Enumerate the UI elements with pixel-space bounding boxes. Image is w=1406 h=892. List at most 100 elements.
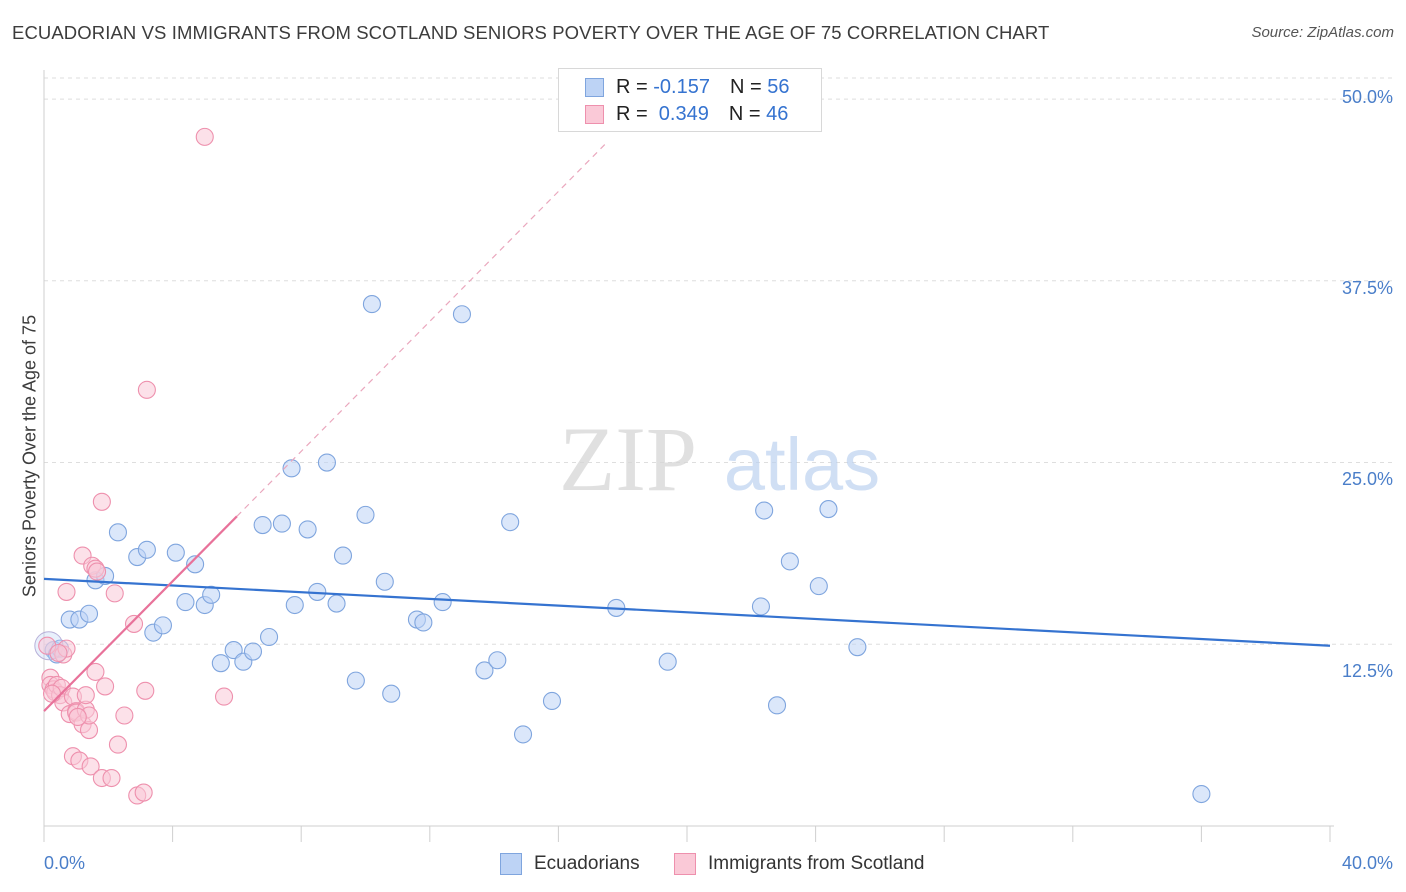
legend-r-label: R = (616, 102, 648, 125)
point-ecuadorians (327, 594, 346, 613)
point-ecuadorians (211, 654, 230, 673)
point-ecuadorians (202, 585, 221, 604)
point-ecuadorians (108, 523, 127, 542)
point-scotland (76, 686, 95, 705)
point-ecuadorians (224, 641, 243, 660)
axes (43, 70, 1334, 842)
point-ecuadorians (79, 604, 99, 623)
legend-n-label: N = (728, 102, 761, 125)
point-scotland (136, 681, 155, 700)
legend-n-label: N = (729, 75, 762, 98)
point-ecuadorians (285, 595, 304, 615)
point-ecuadorians (780, 552, 799, 571)
point-scotland (42, 684, 62, 703)
point-ecuadorians (819, 500, 838, 519)
legend-swatch-blue (585, 77, 604, 97)
y-tick-label-12-5: 12.5% (1341, 661, 1393, 681)
x-tick-label-max: 40.0% (1341, 853, 1393, 873)
point-ecuadorians (272, 514, 291, 533)
y-tick-label-37-5: 37.5% (1341, 278, 1393, 298)
bottom-legend-swatch-blue (500, 853, 522, 875)
chart-title: ECUADORIAN VS IMMIGRANTS FROM SCOTLAND S… (12, 22, 1050, 43)
watermark-atlas: atlas (724, 423, 880, 506)
source-credit: Source: ZipAtlas.com (1251, 24, 1394, 41)
point-ecuadorians (452, 305, 472, 324)
point-scotland (96, 677, 115, 696)
point-ecuadorians (755, 501, 774, 520)
legend-r-value: 0.349 (653, 102, 709, 125)
legend-swatch-pink (585, 104, 604, 124)
point-ecuadorians (414, 613, 433, 632)
point-scotland (108, 735, 127, 754)
y-axis-label: Seniors Poverty Over the Age of 75 (19, 314, 40, 598)
point-ecuadorians (317, 453, 336, 472)
legend-n-value: 56 (767, 75, 790, 98)
series-scotland-points (38, 127, 234, 805)
legend-row-ecuadorians: R = -0.157 N = 56 (585, 75, 789, 99)
legend-r-value: -0.157 (653, 75, 710, 98)
point-scotland (92, 492, 111, 511)
point-ecuadorians (809, 577, 828, 596)
point-scotland (195, 127, 214, 146)
bottom-legend-swatch-pink (674, 853, 696, 875)
point-ecuadorians (433, 593, 452, 612)
point-scotland (68, 707, 87, 727)
point-ecuadorians (176, 593, 195, 612)
series-ecuadorians-points (34, 295, 1211, 804)
y-tick-label-25: 25.0% (1341, 469, 1393, 489)
point-scotland (137, 380, 156, 399)
point-scotland (81, 757, 100, 776)
point-ecuadorians (488, 651, 507, 670)
point-ecuadorians (501, 513, 520, 532)
point-ecuadorians (282, 459, 301, 478)
point-ecuadorians (298, 520, 317, 539)
point-ecuadorians (186, 555, 205, 574)
point-scotland (49, 643, 68, 663)
point-ecuadorians (1192, 784, 1211, 804)
trend-lines (43, 142, 1331, 712)
point-ecuadorians (767, 696, 787, 715)
point-scotland (102, 768, 121, 788)
point-scotland (124, 614, 144, 633)
watermark: ZIP atlas (559, 408, 880, 510)
bottom-legend-label: Immigrants from Scotland (708, 853, 925, 874)
point-ecuadorians (475, 661, 494, 680)
point-ecuadorians (356, 505, 375, 524)
point-ecuadorians (259, 627, 279, 647)
point-ecuadorians (253, 516, 272, 535)
point-ecuadorians (243, 642, 263, 661)
legend-row-scotland: R = 0.349 N = 46 (585, 102, 788, 126)
bottom-legend-ecuadorians: Ecuadorians (500, 852, 640, 876)
trend-line-scotland-extension (236, 142, 608, 517)
point-ecuadorians (658, 652, 677, 671)
point-scotland (214, 687, 234, 706)
x-tick-label-min: 0.0% (44, 853, 86, 873)
trend-line-scotland (43, 515, 238, 712)
legend-r-label: R = (616, 75, 648, 98)
legend-n-value: 46 (766, 102, 789, 125)
point-ecuadorians (382, 684, 401, 703)
point-scotland (57, 582, 76, 601)
point-ecuadorians (542, 691, 562, 711)
bottom-legend-scotland: Immigrants from Scotland (674, 852, 924, 876)
point-ecuadorians (333, 546, 353, 565)
grid-lines (44, 77, 1392, 645)
point-scotland (86, 662, 105, 681)
point-ecuadorians (513, 725, 533, 744)
point-scotland (115, 706, 134, 725)
trend-line-ecuadorians (43, 577, 1331, 647)
point-ecuadorians (346, 671, 365, 690)
point-ecuadorians (375, 572, 394, 591)
point-ecuadorians (137, 540, 156, 559)
y-tick-label-50: 50.0% (1341, 87, 1393, 107)
watermark-zip: ZIP (559, 408, 697, 510)
point-ecuadorians (153, 616, 173, 635)
point-ecuadorians (166, 543, 185, 562)
correlation-legend: R = -0.157 N = 56 R = 0.349 N = 46 (558, 68, 822, 132)
point-scotland (105, 584, 124, 603)
point-ecuadorians (362, 295, 381, 314)
point-ecuadorians (751, 597, 770, 616)
bottom-legend-label: Ecuadorians (534, 853, 640, 874)
point-scotland (134, 783, 153, 802)
